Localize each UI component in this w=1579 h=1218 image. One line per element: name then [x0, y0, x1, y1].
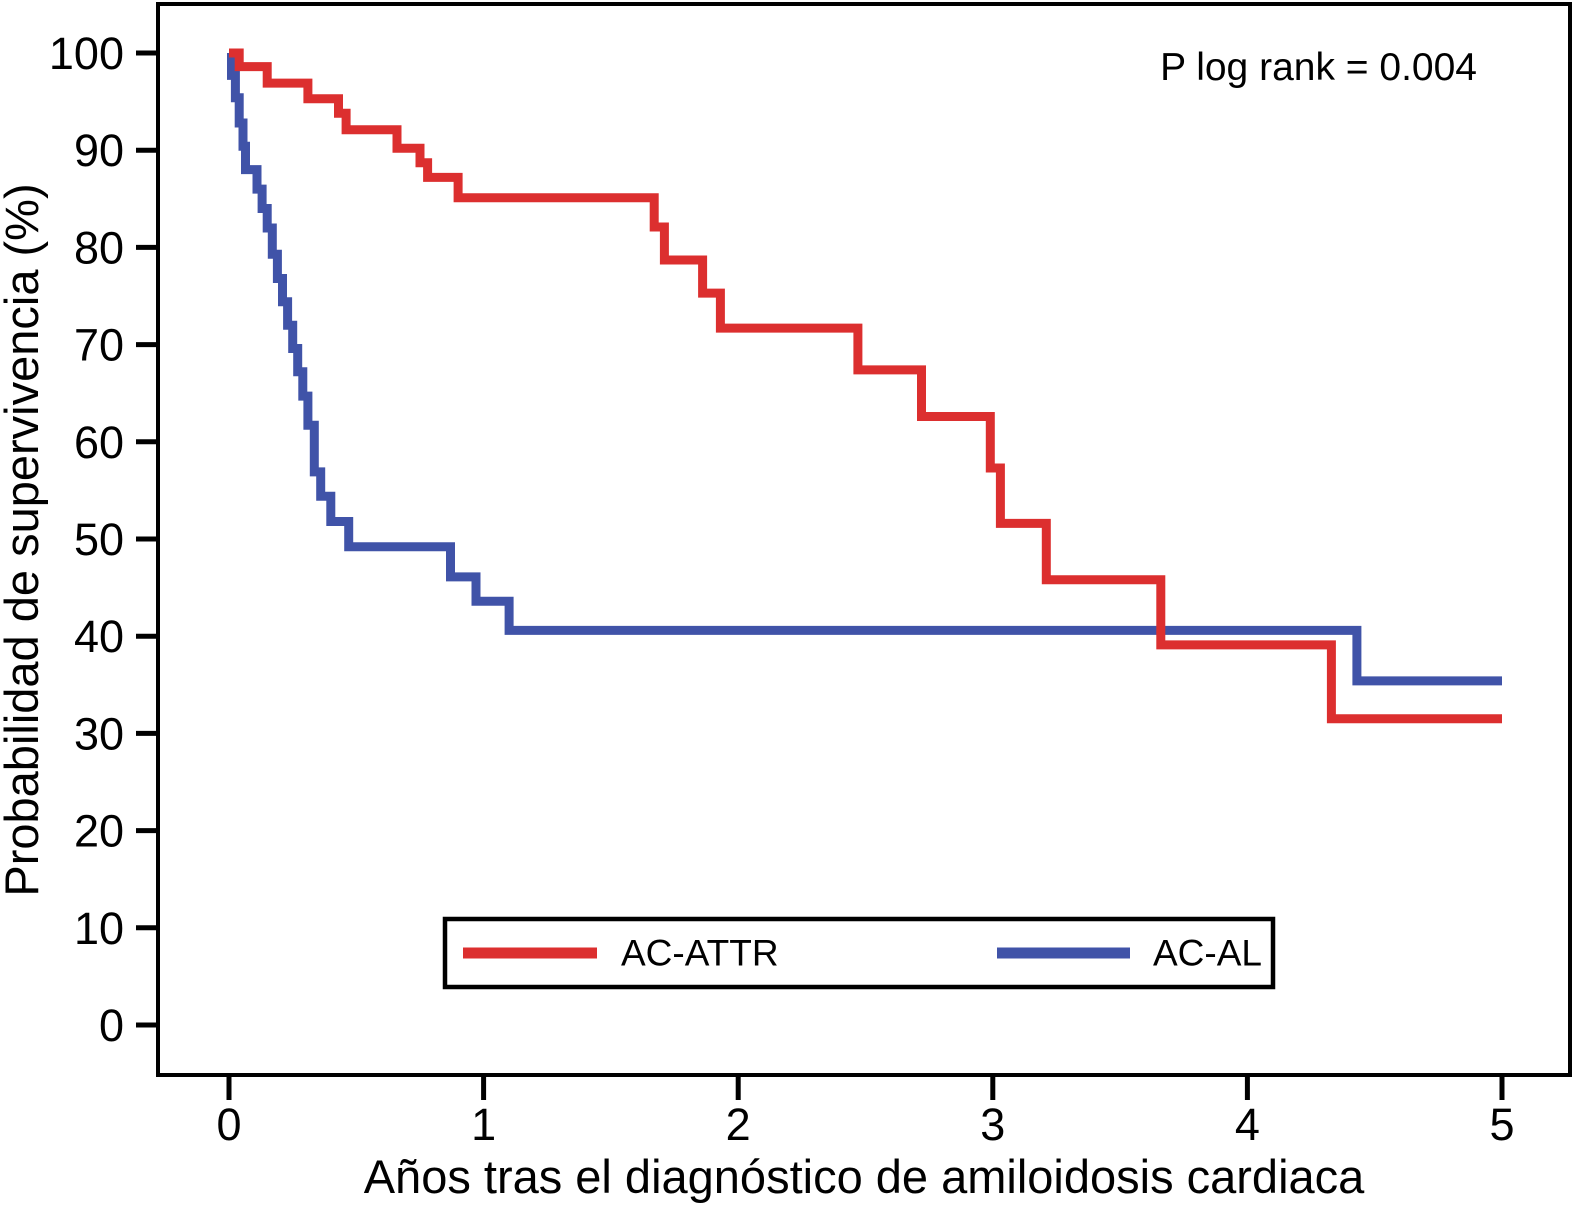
x-axis-title: Años tras el diagnóstico de amiloidosis … — [364, 1150, 1365, 1203]
y-tick-label: 90 — [74, 125, 124, 176]
legend-label-ac-al: AC-AL — [1153, 933, 1262, 974]
y-tick-label: 20 — [74, 806, 124, 857]
x-tick-label: 3 — [980, 1099, 1005, 1150]
x-tick-label: 1 — [471, 1099, 496, 1150]
x-tick-label: 0 — [216, 1099, 241, 1150]
y-tick-label: 80 — [74, 222, 124, 273]
legend-box — [442, 916, 1276, 990]
series-line-ac-al — [227, 48, 1502, 686]
y-tick-label: 100 — [49, 28, 124, 79]
y-tick-label: 10 — [74, 903, 124, 954]
legend-label-ac-attr: AC-ATTR — [621, 933, 779, 974]
x-tick-label: 4 — [1235, 1099, 1260, 1150]
y-tick-label: 50 — [74, 514, 124, 565]
x-tick-label: 2 — [726, 1099, 751, 1150]
y-axis-ticks: 0 10 20 30 40 50 60 70 80 90 100 — [49, 28, 158, 1051]
y-tick-label: 30 — [74, 708, 124, 759]
legend: AC-ATTR AC-AL — [442, 916, 1276, 990]
y-tick-label: 70 — [74, 320, 124, 371]
y-tick-label: 40 — [74, 611, 124, 662]
y-tick-label: 0 — [99, 1000, 124, 1051]
series-line-ac-attr — [229, 48, 1502, 724]
pvalue-annotation: P log rank = 0.004 — [1160, 46, 1477, 89]
y-axis-title: Probabilidad de supervivencia (%) — [0, 183, 48, 896]
plot-frame — [156, 2, 1572, 1077]
y-tick-label: 60 — [74, 417, 124, 468]
x-tick-label: 5 — [1489, 1099, 1514, 1150]
x-axis-ticks: 0 1 2 3 4 5 — [216, 1075, 1515, 1150]
